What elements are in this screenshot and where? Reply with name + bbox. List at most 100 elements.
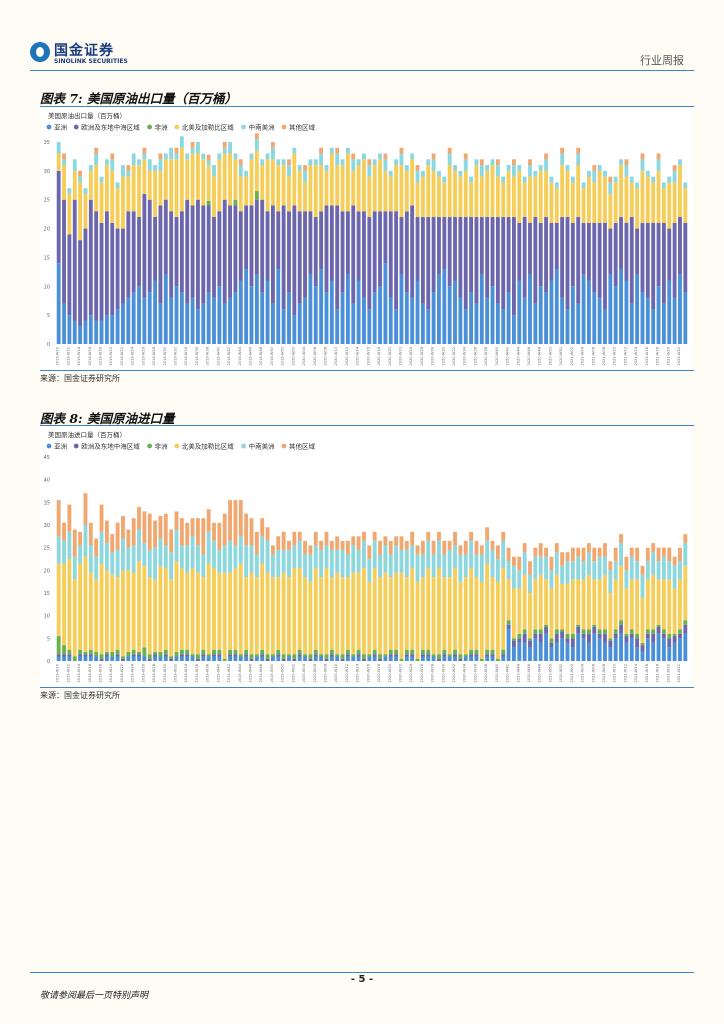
bar-segment bbox=[163, 199, 168, 275]
bar-segment bbox=[324, 545, 329, 569]
bar-segment bbox=[420, 176, 425, 218]
bar-segment bbox=[581, 188, 586, 223]
bar-segment bbox=[619, 268, 623, 344]
bar-segment bbox=[201, 153, 206, 160]
bar-segment bbox=[329, 153, 334, 206]
bar-segment bbox=[121, 303, 125, 344]
bar-segment bbox=[635, 228, 640, 275]
bar-segment bbox=[410, 568, 415, 650]
bar-segment bbox=[88, 315, 93, 344]
bar-segment bbox=[329, 205, 334, 281]
bar-segment bbox=[238, 656, 243, 661]
bar-segment bbox=[447, 147, 452, 154]
bar-segment bbox=[104, 315, 109, 344]
bar-segment bbox=[372, 649, 377, 655]
bar-segment bbox=[672, 170, 677, 183]
page-header: 国金证券 SINOLINK SECURITIES 行业周报 bbox=[0, 0, 724, 72]
bar-segment bbox=[142, 147, 147, 154]
bar-segment bbox=[683, 534, 688, 544]
bar-segment bbox=[394, 159, 399, 166]
bar-segment bbox=[292, 568, 297, 655]
bar-segment bbox=[228, 649, 232, 655]
bar-segment bbox=[88, 572, 93, 650]
bar-segment bbox=[281, 159, 286, 166]
x-tick-label: 2021-W18 bbox=[656, 663, 660, 682]
bar-segment bbox=[126, 547, 131, 571]
bar-segment bbox=[169, 529, 174, 553]
bar-segment bbox=[115, 228, 120, 310]
bar-segment bbox=[265, 527, 270, 541]
bar-segment bbox=[603, 633, 607, 643]
bar-segment bbox=[137, 529, 141, 562]
bar-segment bbox=[512, 588, 516, 639]
bar-segment bbox=[485, 649, 490, 655]
bar-segment bbox=[233, 500, 238, 546]
bar-segment bbox=[538, 222, 543, 287]
bar-segment bbox=[115, 649, 120, 655]
bar-segment bbox=[174, 651, 179, 657]
bar-segment bbox=[292, 658, 297, 661]
x-tick-label: 2020-W30 bbox=[441, 663, 445, 682]
bar-segment bbox=[147, 577, 152, 655]
bar-segment bbox=[270, 303, 275, 344]
bar-segment bbox=[260, 199, 265, 293]
bar-segment bbox=[565, 165, 570, 171]
bar-segment bbox=[506, 561, 511, 580]
bar-segment bbox=[142, 159, 147, 194]
x-tick-label: 2019-W20 bbox=[109, 346, 113, 365]
bar-segment bbox=[196, 142, 200, 154]
bar-segment bbox=[99, 222, 104, 321]
x-tick-label: 2019-W26 bbox=[141, 663, 145, 682]
bar-segment bbox=[270, 577, 275, 655]
bar-segment bbox=[335, 153, 340, 166]
bar-segment bbox=[78, 170, 83, 177]
bar-segment bbox=[576, 165, 581, 218]
bar-segment bbox=[576, 547, 581, 557]
bar-segment bbox=[442, 176, 447, 183]
legend-swatch-3 bbox=[174, 443, 180, 449]
bar-segment bbox=[490, 217, 495, 287]
bar-segment bbox=[185, 654, 190, 657]
legend-label-5: 其他区域 bbox=[289, 442, 316, 451]
bar-segment bbox=[142, 297, 147, 344]
bar-segment bbox=[169, 658, 174, 661]
bar-segment bbox=[190, 297, 195, 344]
bar-segment bbox=[404, 165, 409, 171]
bar-segment bbox=[592, 170, 597, 183]
bar-segment bbox=[147, 199, 152, 293]
bar-segment bbox=[635, 638, 640, 648]
y-tick-label: 20 bbox=[44, 227, 50, 233]
bar-segment bbox=[131, 656, 136, 661]
bar-segment bbox=[442, 554, 447, 578]
bar-segment bbox=[67, 649, 72, 655]
bar-segment bbox=[463, 654, 468, 657]
bar-segment bbox=[570, 222, 575, 287]
bar-segment bbox=[72, 320, 77, 344]
bar-segment bbox=[153, 651, 158, 655]
logo-text-cn: 国金证券 bbox=[54, 43, 114, 59]
bar-segment bbox=[437, 531, 441, 541]
bar-segment bbox=[485, 297, 490, 344]
bar-segment bbox=[169, 656, 174, 659]
bar-segment bbox=[458, 217, 463, 298]
bar-segment bbox=[308, 581, 313, 655]
bar-segment bbox=[147, 654, 152, 659]
bar-segment bbox=[147, 292, 152, 344]
bar-segment bbox=[512, 315, 516, 344]
bar-segment bbox=[206, 160, 211, 167]
bar-segment bbox=[442, 649, 447, 655]
bar-segment bbox=[544, 217, 548, 293]
bar-segment bbox=[404, 656, 409, 661]
bar-segment bbox=[287, 549, 291, 578]
bar-segment bbox=[544, 159, 548, 171]
y-tick-label: 35 bbox=[44, 500, 50, 506]
bar-segment bbox=[265, 540, 270, 573]
bar-segment bbox=[479, 274, 484, 344]
bar-segment bbox=[270, 159, 275, 206]
bar-segment bbox=[340, 159, 345, 166]
bar-segment bbox=[667, 228, 672, 281]
bar-segment bbox=[276, 165, 281, 212]
bar-segment bbox=[88, 170, 93, 200]
bar-segment bbox=[319, 153, 324, 166]
bar-segment bbox=[586, 170, 591, 177]
